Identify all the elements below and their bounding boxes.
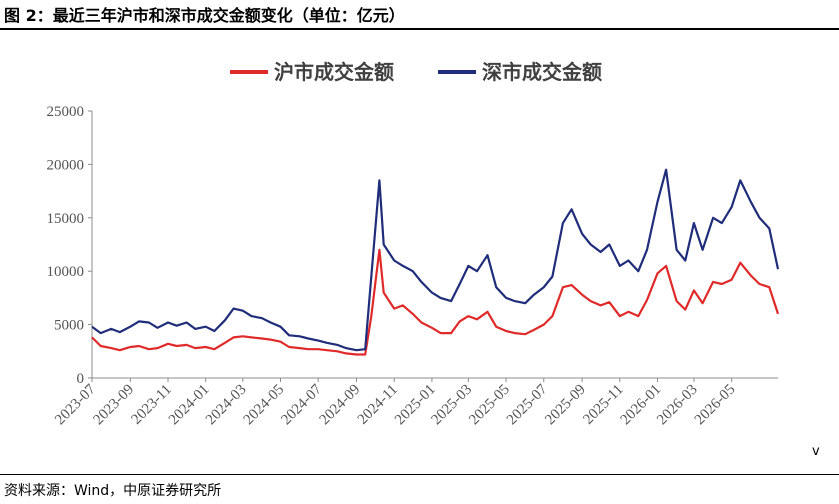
x-tick-label: 2024-07 — [278, 381, 325, 428]
x-tick-label: 2024-01 — [166, 382, 213, 429]
y-tick-labels: 0 5000 10000 15000 20000 25000 — [47, 104, 85, 387]
series-line-sz — [91, 168, 780, 352]
axes — [88, 110, 778, 382]
source-note: 资料来源：Wind，中原证券研究所 — [4, 483, 222, 499]
y-tick-label: 5000 — [54, 318, 84, 334]
x-tick-label: 2024-11 — [355, 382, 401, 428]
x-tick-label: 2024-09 — [317, 382, 364, 429]
x-tick-labels: 2023-072023-092023-112024-012024-032024-… — [52, 381, 738, 428]
x-tick-label: 2026-05 — [692, 382, 739, 429]
y-tick-label: 20000 — [47, 157, 85, 173]
x-tick-label: 2025-11 — [580, 382, 626, 428]
series-lines — [91, 168, 780, 356]
y-tick-label: 0 — [77, 371, 85, 387]
bottom-rule — [0, 474, 839, 475]
x-tick-label: 2026-03 — [654, 382, 701, 429]
series-line-sh — [91, 248, 780, 356]
x-tick-label: 2023-09 — [90, 382, 137, 429]
legend-label-sz: 深市成交金额 — [482, 60, 602, 84]
x-tick-label: 2023-07 — [52, 381, 99, 428]
figure-title: 图 2：最近三年沪市和深市成交金额变化（单位：亿元） — [4, 6, 405, 25]
x-tick-label: 2025-07 — [504, 381, 551, 428]
x-tick-label: 2025-03 — [429, 382, 476, 429]
y-tick-label: 10000 — [47, 264, 85, 280]
y-tick-label: 15000 — [47, 211, 85, 227]
corner-mark: v — [812, 444, 820, 459]
y-tick-label: 25000 — [47, 104, 85, 120]
x-tick-label: 2025-05 — [466, 382, 513, 429]
x-tick-label: 2024-03 — [203, 382, 250, 429]
line-chart: 沪市成交金额 深市成交金额 0500010000150002000025000 … — [47, 60, 780, 428]
legend-label-sh: 沪市成交金额 — [274, 60, 394, 84]
x-tick-label: 2023-11 — [129, 382, 175, 428]
x-tick-label: 2025-09 — [542, 382, 589, 429]
legend: 沪市成交金额 深市成交金额 — [230, 60, 602, 84]
x-tick-label: 2024-05 — [241, 382, 288, 429]
top-rule — [0, 28, 839, 30]
